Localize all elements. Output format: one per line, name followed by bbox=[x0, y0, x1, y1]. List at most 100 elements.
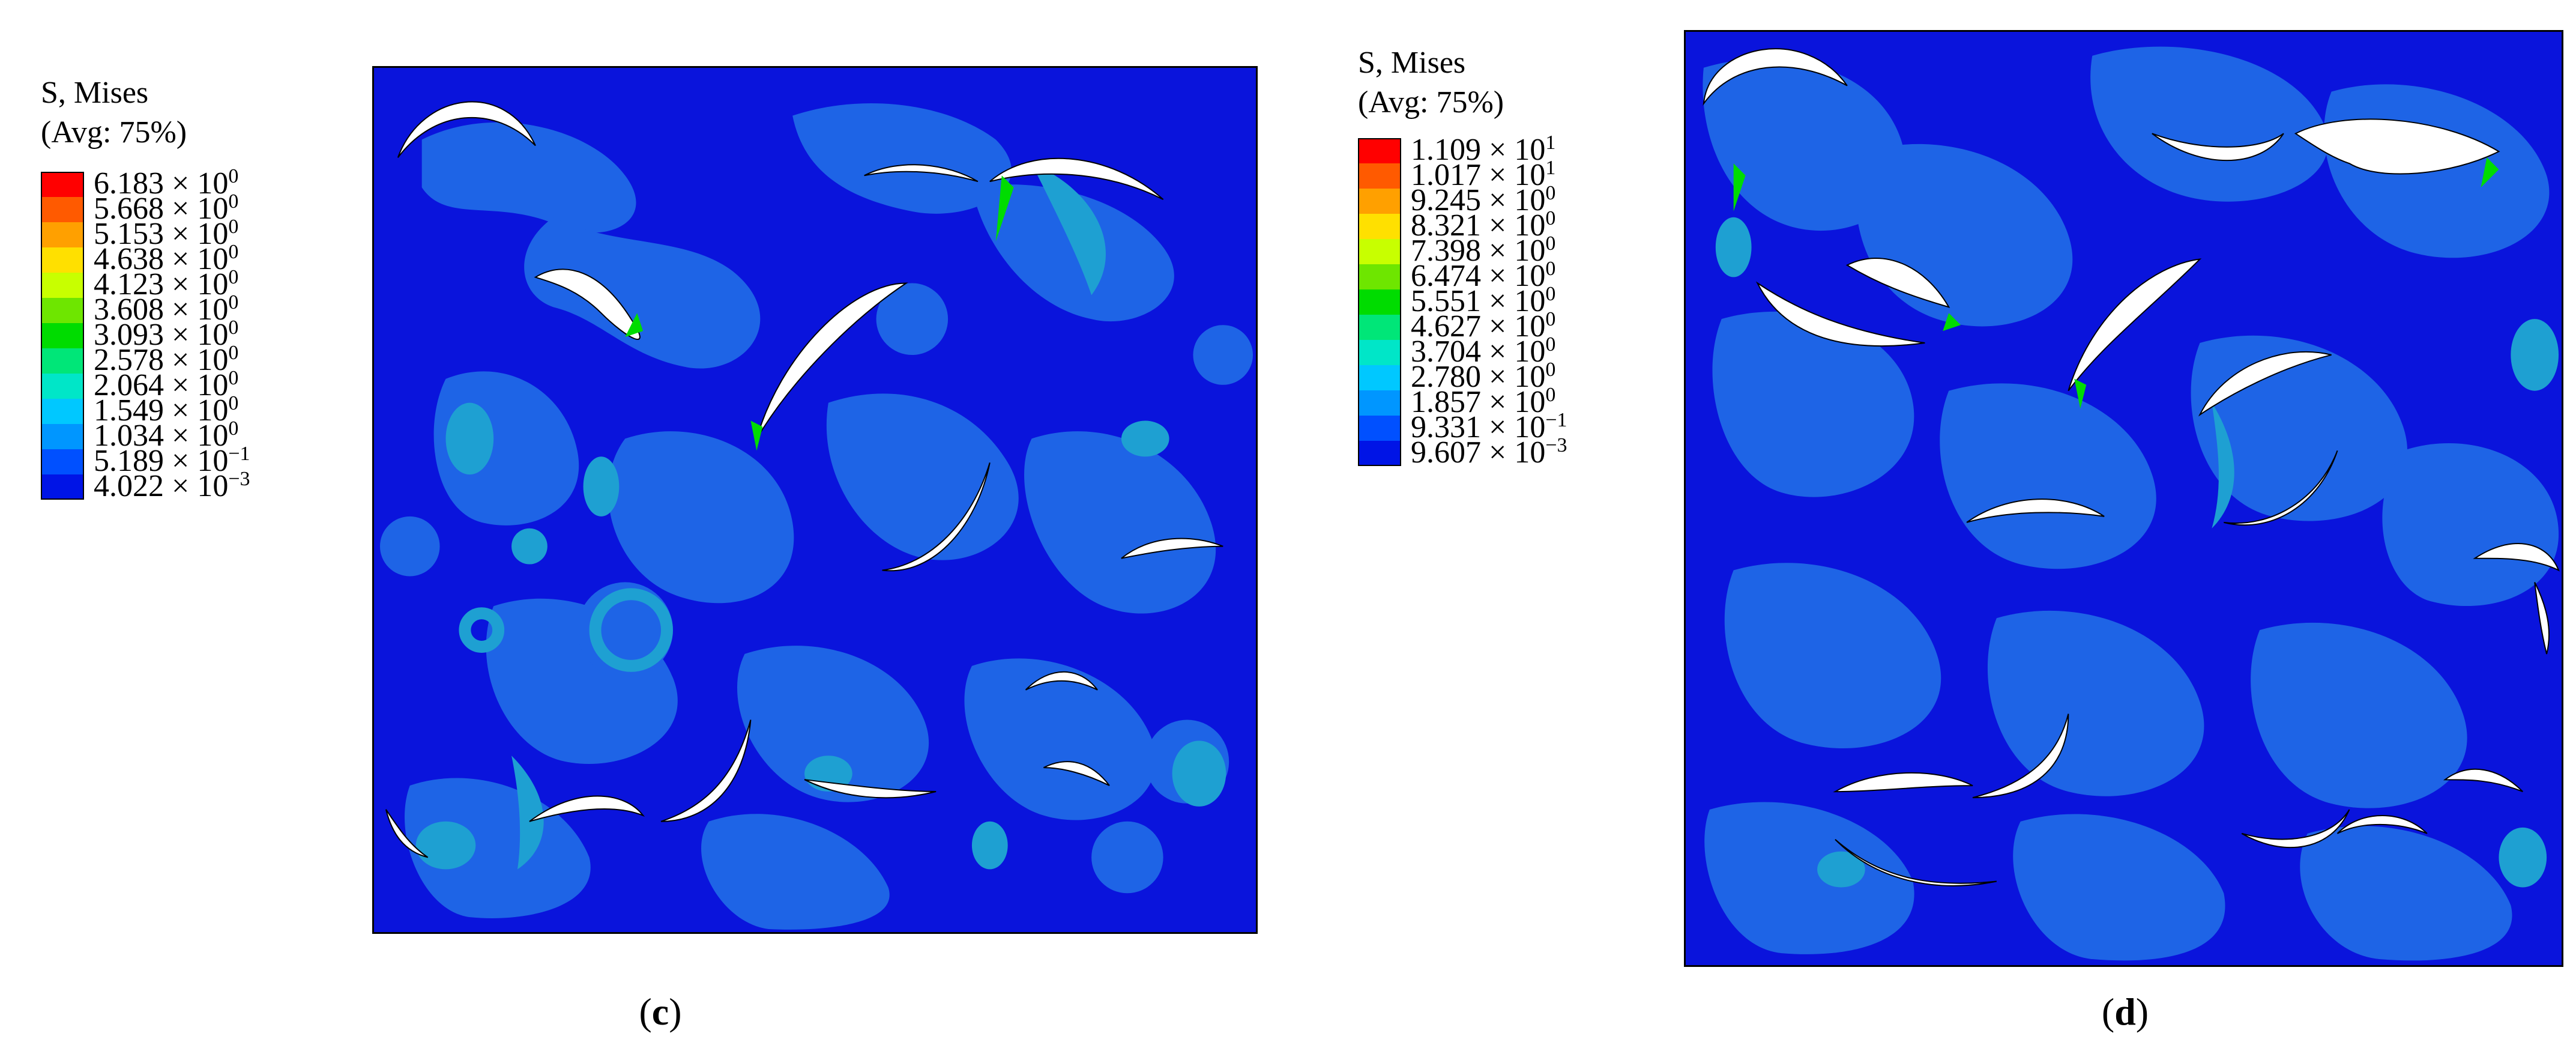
times-sign: × 10 bbox=[1481, 158, 1546, 192]
legend-value: 6.183 × 100 bbox=[94, 165, 239, 201]
legend-mantissa: 3.608 bbox=[94, 292, 164, 327]
legend-exponent: 0 bbox=[1545, 333, 1556, 356]
legend-exponent: 0 bbox=[1545, 283, 1556, 305]
legend-color-swatch bbox=[1358, 416, 1401, 441]
legend-entry: 6.183 × 100 bbox=[41, 166, 238, 201]
legend-subtitle: (Avg: 75%) bbox=[41, 115, 187, 150]
legend-exponent: −3 bbox=[228, 468, 250, 490]
legend-entry: 8.321 × 100 bbox=[1358, 208, 1555, 243]
legend-color-swatch bbox=[1358, 214, 1401, 239]
legend-entry: 4.627 × 100 bbox=[1358, 309, 1555, 344]
legend-exponent: 0 bbox=[228, 190, 239, 213]
legend-mantissa: 2.064 bbox=[94, 368, 164, 402]
legend-exponent: −3 bbox=[1545, 434, 1567, 456]
legend-value: 3.704 × 100 bbox=[1411, 335, 1555, 369]
legend-color-swatch bbox=[1358, 163, 1401, 189]
legend-exponent: 0 bbox=[228, 165, 239, 187]
legend-entry: 3.704 × 100 bbox=[1358, 335, 1555, 369]
caption-letter-d: d bbox=[2114, 990, 2136, 1033]
times-sign: × 10 bbox=[1481, 234, 1546, 268]
legend-exponent: 0 bbox=[228, 291, 239, 313]
legend-value: 4.123 × 100 bbox=[94, 266, 239, 301]
legend-color-swatch bbox=[1358, 365, 1401, 390]
legend-entry: 3.093 × 100 bbox=[41, 318, 238, 352]
legend-rows: 1.109 × 101 1.017 × 101 9.245 × 100 8.321 ×… bbox=[1358, 133, 1567, 470]
times-sign: × 10 bbox=[1481, 360, 1546, 394]
times-sign: × 10 bbox=[164, 292, 229, 327]
times-sign: × 10 bbox=[164, 166, 229, 201]
legend-value: 1.549 × 100 bbox=[94, 393, 238, 428]
legend-mantissa: 3.093 bbox=[94, 318, 164, 352]
legend-color-swatch bbox=[1358, 315, 1401, 340]
legend-entry: 4.123 × 100 bbox=[41, 267, 238, 301]
legend-exponent: 1 bbox=[1545, 132, 1556, 154]
legend-value: 9.245 × 100 bbox=[1411, 183, 1555, 217]
legend-entry: 2.780 × 100 bbox=[1358, 360, 1555, 394]
legend-entry: 9.245 × 100 bbox=[1358, 183, 1555, 217]
legend-exponent: 0 bbox=[1545, 308, 1556, 330]
legend-mantissa: 4.022 bbox=[94, 469, 164, 503]
legend-color-swatch bbox=[41, 399, 84, 424]
legend-value: 7.398 × 100 bbox=[1411, 234, 1555, 268]
legend-exponent: 0 bbox=[228, 241, 239, 263]
legend-exponent: 0 bbox=[1545, 384, 1556, 406]
times-sign: × 10 bbox=[1481, 385, 1546, 419]
legend-color-swatch bbox=[41, 298, 84, 323]
legend-mantissa: 9.245 bbox=[1411, 183, 1481, 217]
legend-mantissa: 1.034 bbox=[94, 419, 164, 453]
caption-letter-c: c bbox=[651, 990, 669, 1033]
legend-entry: 7.398 × 100 bbox=[1358, 234, 1555, 268]
legend-value: 5.551 × 100 bbox=[1411, 283, 1556, 318]
legend-mantissa: 1.109 bbox=[1411, 133, 1481, 167]
legend-title: S, Mises bbox=[1358, 46, 1466, 80]
panel-caption-c: (c) bbox=[639, 990, 682, 1033]
times-sign: × 10 bbox=[1481, 309, 1546, 344]
legend-mantissa: 4.123 bbox=[94, 267, 164, 301]
legend-value: 5.153 × 100 bbox=[94, 217, 238, 251]
legend-value: 1.857 × 100 bbox=[1411, 384, 1556, 419]
times-sign: × 10 bbox=[1481, 133, 1546, 167]
legend-entry: 5.189 × 10−1 bbox=[41, 444, 250, 478]
legend-exponent: 0 bbox=[228, 266, 239, 288]
legend-mantissa: 4.638 bbox=[94, 242, 164, 276]
legend-value: 9.607 × 10−3 bbox=[1411, 434, 1567, 470]
legend-color-swatch bbox=[41, 374, 84, 399]
legend-mantissa: 6.474 bbox=[1411, 259, 1481, 293]
legend-value: 5.189 × 10−1 bbox=[94, 444, 250, 478]
legend-color-swatch bbox=[1358, 189, 1401, 214]
times-sign: × 10 bbox=[1481, 259, 1546, 293]
legend-d: S, Mises (Avg: 75%) 1.109 × 101 1.017 × 1… bbox=[1358, 43, 1567, 470]
legend-mantissa: 1.017 bbox=[1411, 158, 1481, 192]
legend-value: 6.474 × 100 bbox=[1411, 259, 1555, 293]
legend-color-swatch bbox=[1358, 390, 1401, 416]
legend-value: 8.321 × 100 bbox=[1411, 208, 1555, 243]
times-sign: × 10 bbox=[164, 419, 229, 453]
legend-exponent: 0 bbox=[1545, 359, 1556, 381]
legend-entry: 9.331 × 10−1 bbox=[1358, 410, 1567, 444]
legend-value: 2.578 × 100 bbox=[94, 343, 238, 377]
legend-color-swatch bbox=[41, 323, 84, 348]
legend-entry: 1.857 × 100 bbox=[1358, 385, 1555, 419]
legend-entry: 4.638 × 100 bbox=[41, 242, 238, 276]
legend-mantissa: 5.189 bbox=[94, 444, 164, 478]
times-sign: × 10 bbox=[1481, 335, 1546, 369]
legend-color-swatch bbox=[1358, 340, 1401, 365]
legend-entry: 9.607 × 10−3 bbox=[1358, 435, 1567, 470]
legend-color-swatch bbox=[41, 449, 84, 474]
legend-color-swatch bbox=[1358, 138, 1401, 163]
legend-exponent: 0 bbox=[228, 417, 239, 440]
legend-mantissa: 8.321 bbox=[1411, 208, 1481, 243]
times-sign: × 10 bbox=[164, 368, 229, 402]
legend-mantissa: 7.398 bbox=[1411, 234, 1481, 268]
legend-mantissa: 2.578 bbox=[94, 343, 164, 377]
legend-value: 9.331 × 10−1 bbox=[1411, 410, 1567, 444]
legend-exponent: 1 bbox=[1545, 157, 1556, 179]
legend-value: 1.017 × 101 bbox=[1411, 157, 1556, 192]
legend-entry: 1.109 × 101 bbox=[1358, 133, 1555, 167]
contour-plot-d bbox=[1684, 30, 2563, 967]
legend-color-swatch bbox=[41, 424, 84, 449]
times-sign: × 10 bbox=[1481, 183, 1546, 217]
legend-c: S, Mises (Avg: 75%) 6.183 × 100 5.668 × 1… bbox=[41, 73, 250, 503]
times-sign: × 10 bbox=[164, 242, 229, 276]
legend-value: 2.064 × 100 bbox=[94, 368, 238, 402]
